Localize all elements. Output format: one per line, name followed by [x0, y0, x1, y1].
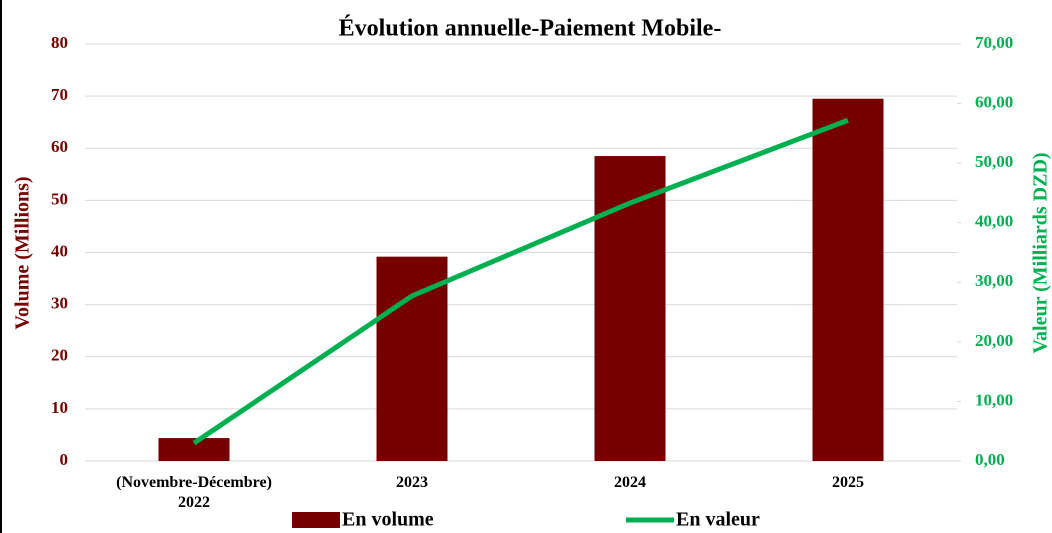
bar: [812, 98, 884, 461]
legend-label: En volume: [342, 509, 434, 531]
y2-tick-label: 10,00: [975, 390, 1013, 409]
y-tick-label: 80: [51, 33, 68, 52]
y-tick-label: 20: [51, 346, 68, 365]
y2-tick-label: 60,00: [975, 92, 1013, 111]
bar: [594, 156, 666, 461]
legend-swatch: [292, 512, 340, 528]
y-tick-label: 40: [51, 241, 68, 260]
bar: [376, 256, 448, 461]
y2-tick-label: 70,00: [975, 33, 1013, 52]
y2-tick-label: 0,00: [975, 450, 1005, 469]
y-tick-label: 10: [51, 398, 68, 417]
x-tick-label: (Novembre-Décembre) 2022: [116, 474, 272, 511]
y-tick-label: 60: [51, 137, 68, 156]
x-tick-label: 2025: [832, 474, 864, 491]
chart-title: Évolution annuelle-Paiement Mobile-: [339, 16, 722, 42]
y-tick-label: 50: [51, 189, 68, 208]
x-tick-label: 2023: [396, 474, 428, 491]
y2-axis-label: Valeur (Milliards DZD): [1030, 152, 1052, 353]
y2-tick-label: 50,00: [975, 152, 1013, 171]
y-tick-label: 30: [51, 294, 68, 313]
y-axis-label: Volume (Millions): [12, 176, 34, 329]
legend-label: En valeur: [676, 509, 760, 531]
y2-tick-label: 20,00: [975, 331, 1013, 350]
bar: [158, 438, 230, 461]
y-tick-label: 0: [60, 450, 69, 469]
line: [192, 117, 849, 446]
y2-tick-label: 30,00: [975, 271, 1013, 290]
y2-tick-label: 40,00: [975, 212, 1013, 231]
x-tick-label: 2024: [614, 474, 646, 491]
y-tick-label: 70: [51, 85, 68, 104]
